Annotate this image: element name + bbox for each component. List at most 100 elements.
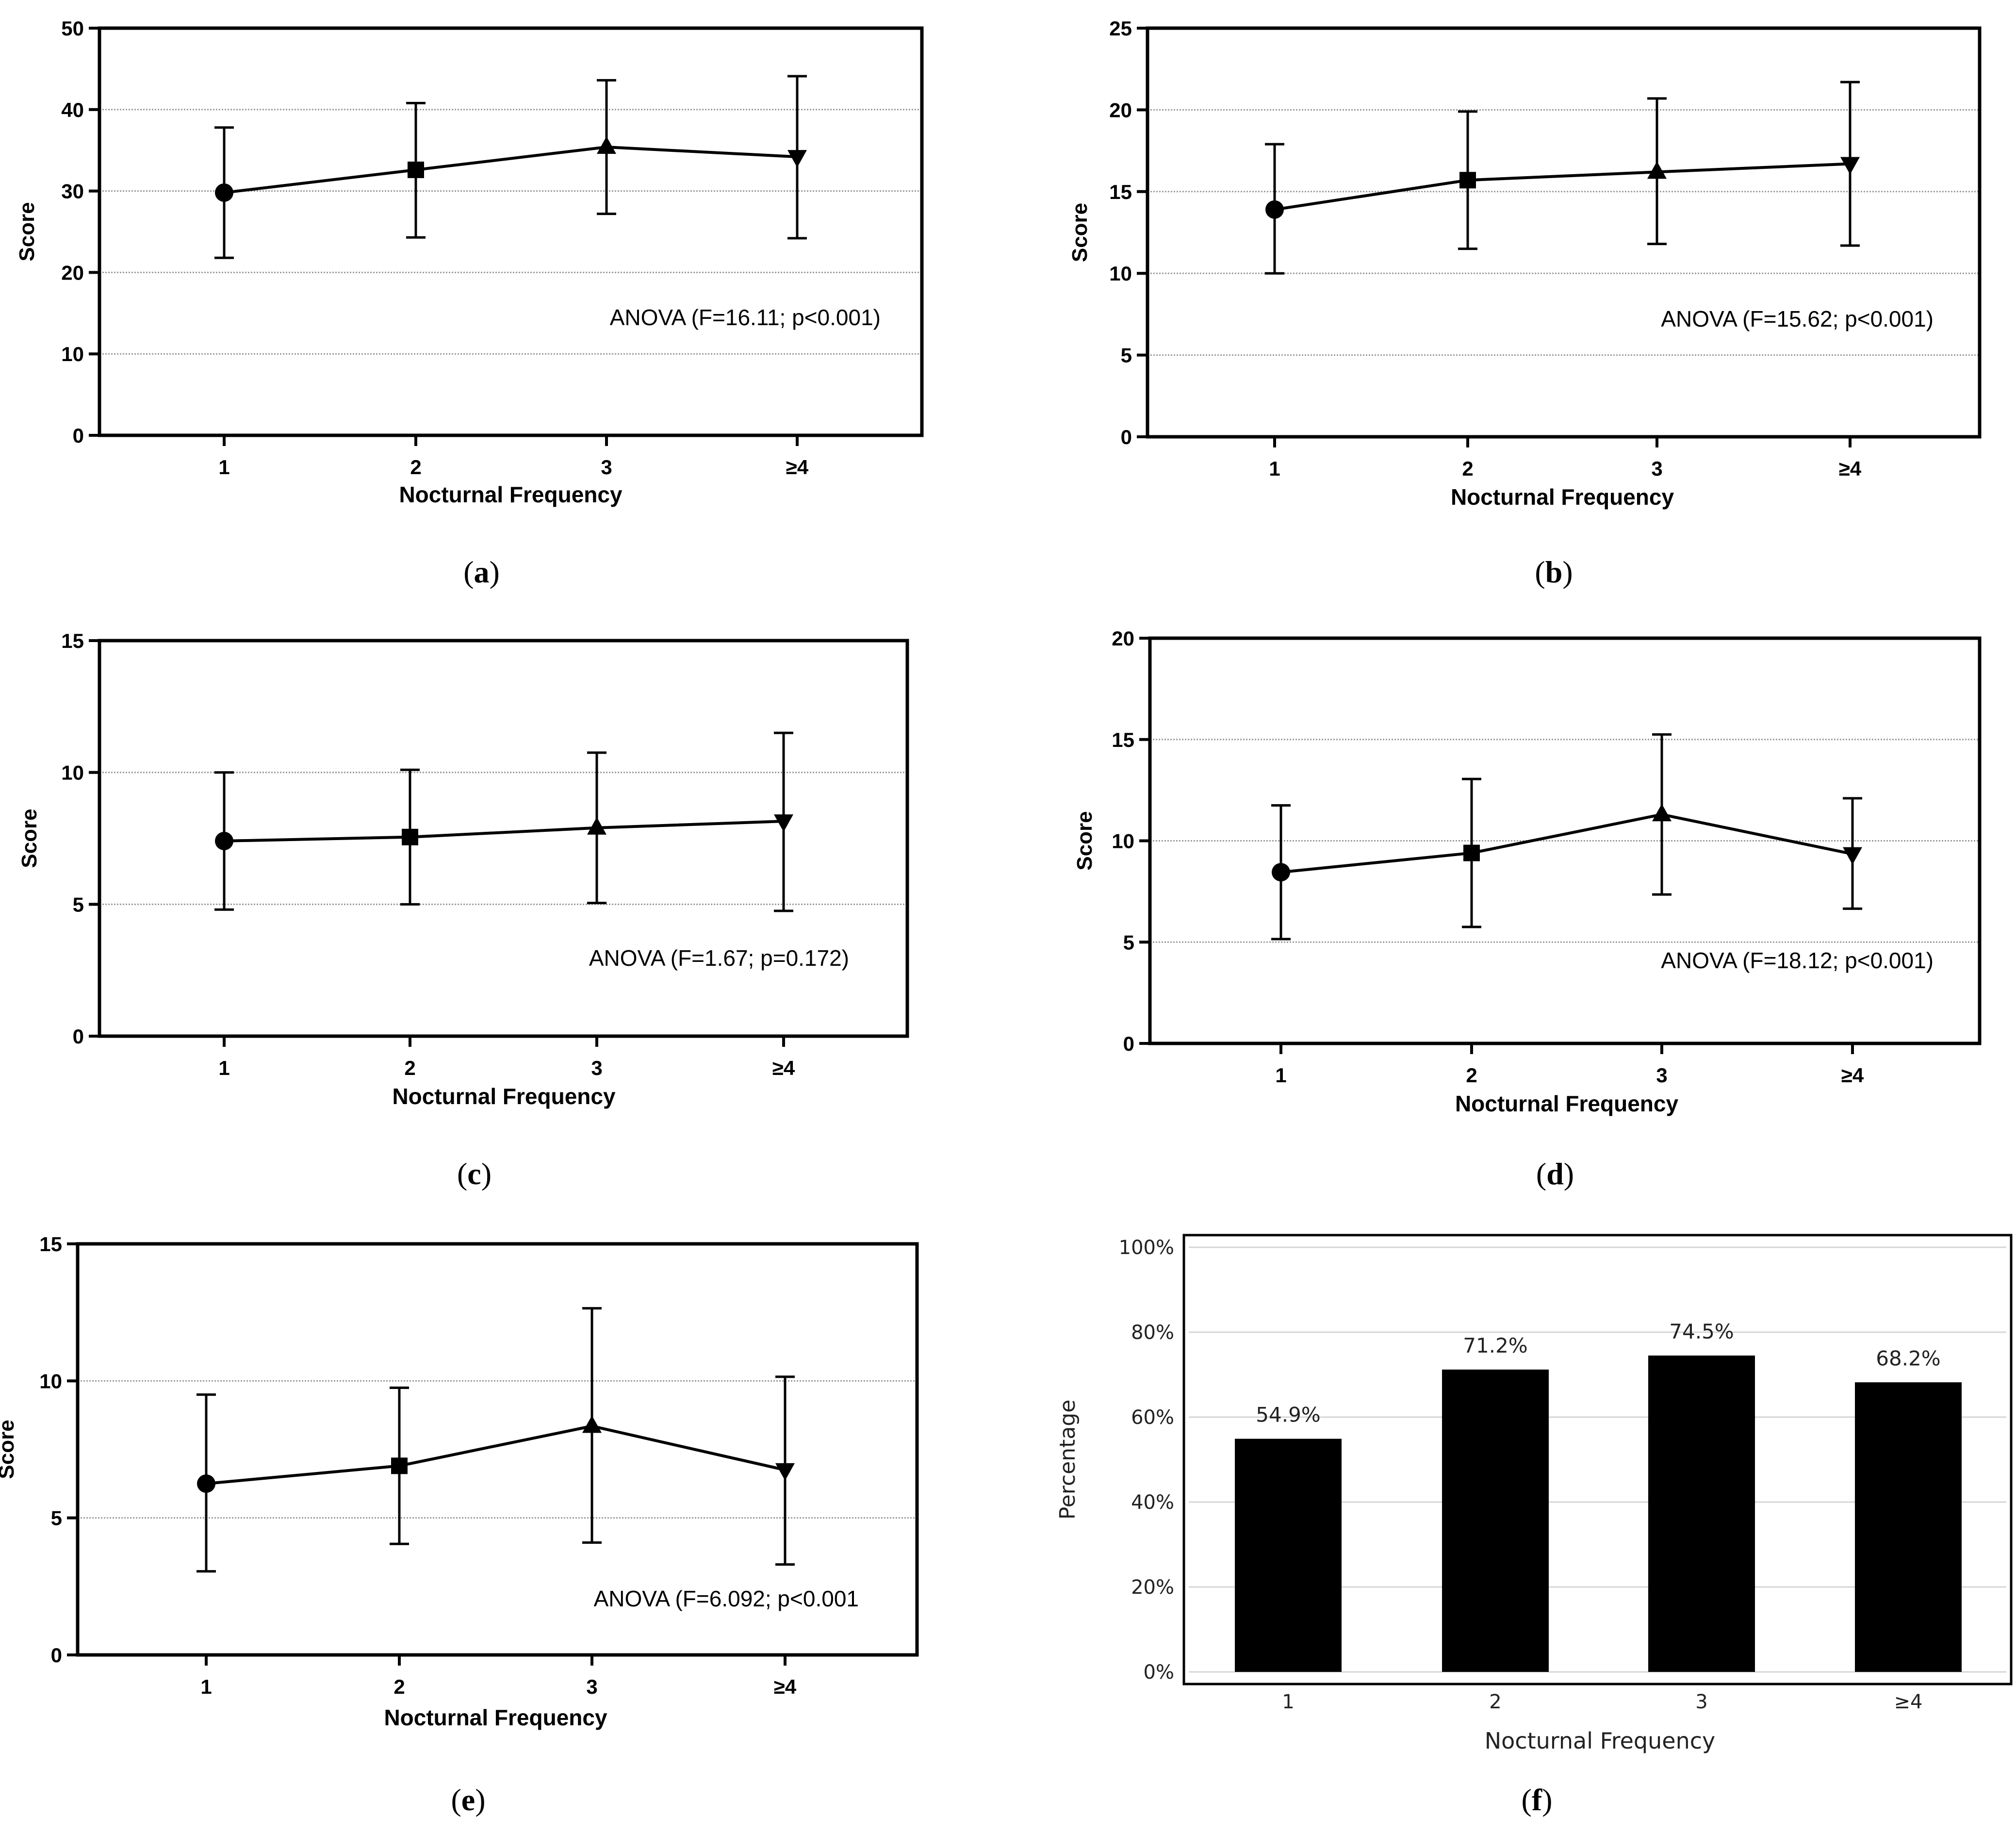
series-line xyxy=(224,145,798,194)
x-tick-label: ≥4 xyxy=(1839,457,1862,480)
y-tick-label: 10 xyxy=(1112,830,1134,853)
anova-annotation: ANOVA (F=15.62; p<0.001) xyxy=(1661,306,1934,331)
data-point xyxy=(1652,804,1672,822)
y-tick-label: 5 xyxy=(51,1507,62,1530)
x-axis-label: Nocturnal Frequency xyxy=(384,1705,607,1730)
plot-frame xyxy=(76,1242,919,1657)
panel-f: 0% 20% 40% 60% 80% 100% 54.9% 1 71.2% 2 74.5% 3 68.2… xyxy=(1055,1234,2013,1817)
x-axis-label: Nocturnal Frequency xyxy=(1455,1091,1679,1116)
series-line xyxy=(206,1424,786,1486)
data-point xyxy=(1265,200,1284,219)
x-tick-label: 3 xyxy=(1651,457,1662,480)
series-line xyxy=(1280,813,1853,874)
y-tick-label: 60% xyxy=(1131,1406,1174,1429)
y-axis-label: Score xyxy=(17,809,41,868)
x-tick-label: 2 xyxy=(404,1057,415,1079)
x-tick-label: 1 xyxy=(1282,1691,1294,1713)
data-point xyxy=(774,814,793,832)
y-tick-label: 25 xyxy=(1109,17,1132,40)
x-tick-label: 3 xyxy=(1695,1691,1707,1713)
bar-value-label: 54.9% xyxy=(1256,1403,1320,1427)
panel-caption: (e) xyxy=(451,1783,485,1817)
x-tick-label: 3 xyxy=(591,1057,602,1079)
y-axis-label: Score xyxy=(0,1420,18,1479)
y-tick-label: 20% xyxy=(1131,1576,1174,1599)
y-axis-label: Score xyxy=(1068,203,1092,262)
anova-annotation: ANOVA (F=16.11; p<0.001) xyxy=(610,305,881,330)
y-axis-label: Score xyxy=(1073,811,1097,870)
data-point xyxy=(787,150,807,168)
data-point xyxy=(408,161,424,178)
y-tick-label: 15 xyxy=(39,1233,62,1256)
data-point xyxy=(1459,172,1476,189)
x-tick-label: 1 xyxy=(218,1057,229,1079)
panel-caption: (b) xyxy=(1535,555,1573,589)
data-point xyxy=(597,136,616,154)
data-point xyxy=(1647,161,1667,179)
x-axis-label: Nocturnal Frequency xyxy=(399,482,623,507)
y-tick-label: 0 xyxy=(73,424,84,447)
bar xyxy=(1648,1355,1755,1672)
data-point xyxy=(1843,847,1862,865)
panel-e: 0 5 10 15 1 2 3 ≥4 Score Nocturnal Frequency ANOVA… xyxy=(0,1233,919,1817)
y-tick-label: 80% xyxy=(1131,1322,1174,1344)
bar-value-label: 71.2% xyxy=(1463,1334,1527,1357)
panel-caption: (f) xyxy=(1522,1783,1553,1817)
y-tick-label: 0 xyxy=(51,1644,62,1667)
data-point xyxy=(1463,844,1480,861)
y-tick-label: 20 xyxy=(61,261,84,284)
plot-frame xyxy=(1146,26,1982,439)
x-tick-label: ≥4 xyxy=(1841,1064,1864,1087)
plot-frame xyxy=(98,639,909,1038)
x-tick-label: 3 xyxy=(601,456,612,479)
data-point xyxy=(402,828,418,845)
panel-b: 0 5 10 15 20 25 1 2 3 ≥4 Score Nocturnal Frequency A… xyxy=(1068,17,1982,589)
x-tick-label: 1 xyxy=(200,1675,212,1698)
x-axis-label: Nocturnal Frequency xyxy=(1485,1728,1716,1754)
panel-a: 0 10 20 30 40 50 1 2 3 ≥4 Score Nocturnal Frequency… xyxy=(15,17,924,589)
y-tick-label: 100% xyxy=(1119,1237,1174,1259)
bar-value-label: 68.2% xyxy=(1876,1346,1940,1370)
y-tick-label: 40% xyxy=(1131,1491,1174,1514)
x-tick-label: 1 xyxy=(218,456,229,479)
y-tick-label: 15 xyxy=(61,629,84,652)
y-tick-label: 5 xyxy=(73,893,84,916)
x-tick-label: 2 xyxy=(1466,1064,1477,1087)
x-tick-label: 3 xyxy=(586,1675,597,1698)
x-tick-label: 1 xyxy=(1269,457,1280,480)
data-point xyxy=(582,1415,602,1433)
data-point xyxy=(197,1474,215,1493)
y-tick-label: 10 xyxy=(61,343,84,365)
bar xyxy=(1855,1382,1962,1672)
y-tick-label: 20 xyxy=(1109,99,1132,121)
y-tick-label: 0 xyxy=(1123,1032,1134,1055)
anova-annotation: ANOVA (F=1.67; p=0.172) xyxy=(589,945,849,971)
data-point xyxy=(215,831,233,850)
y-tick-label: 0% xyxy=(1144,1661,1174,1684)
y-tick-label: 5 xyxy=(1123,931,1134,954)
x-tick-label: ≥4 xyxy=(774,1675,797,1698)
data-point xyxy=(215,183,233,202)
x-tick-label: 3 xyxy=(1656,1064,1667,1087)
x-tick-label: 2 xyxy=(393,1675,405,1698)
x-tick-label: ≥4 xyxy=(1894,1691,1923,1713)
y-axis-label: Score xyxy=(15,202,39,261)
bar-value-label: 74.5% xyxy=(1669,1320,1734,1343)
x-tick-label: 2 xyxy=(1462,457,1473,480)
y-tick-label: 0 xyxy=(73,1025,84,1048)
data-point xyxy=(391,1457,408,1474)
data-point xyxy=(1272,863,1290,882)
y-tick-label: 10 xyxy=(61,761,84,784)
data-point xyxy=(775,1463,795,1481)
plot-frame xyxy=(98,26,924,437)
y-tick-label: 5 xyxy=(1121,344,1132,367)
data-point xyxy=(1840,157,1860,175)
y-tick-label: 50 xyxy=(61,17,84,40)
y-tick-label: 15 xyxy=(1109,181,1132,203)
x-tick-label: 1 xyxy=(1275,1064,1286,1087)
y-tick-label: 20 xyxy=(1112,627,1134,650)
x-tick-label: 2 xyxy=(410,456,421,479)
anova-annotation: ANOVA (F=18.12; p<0.001) xyxy=(1661,948,1934,973)
panel-caption: (c) xyxy=(457,1157,492,1191)
